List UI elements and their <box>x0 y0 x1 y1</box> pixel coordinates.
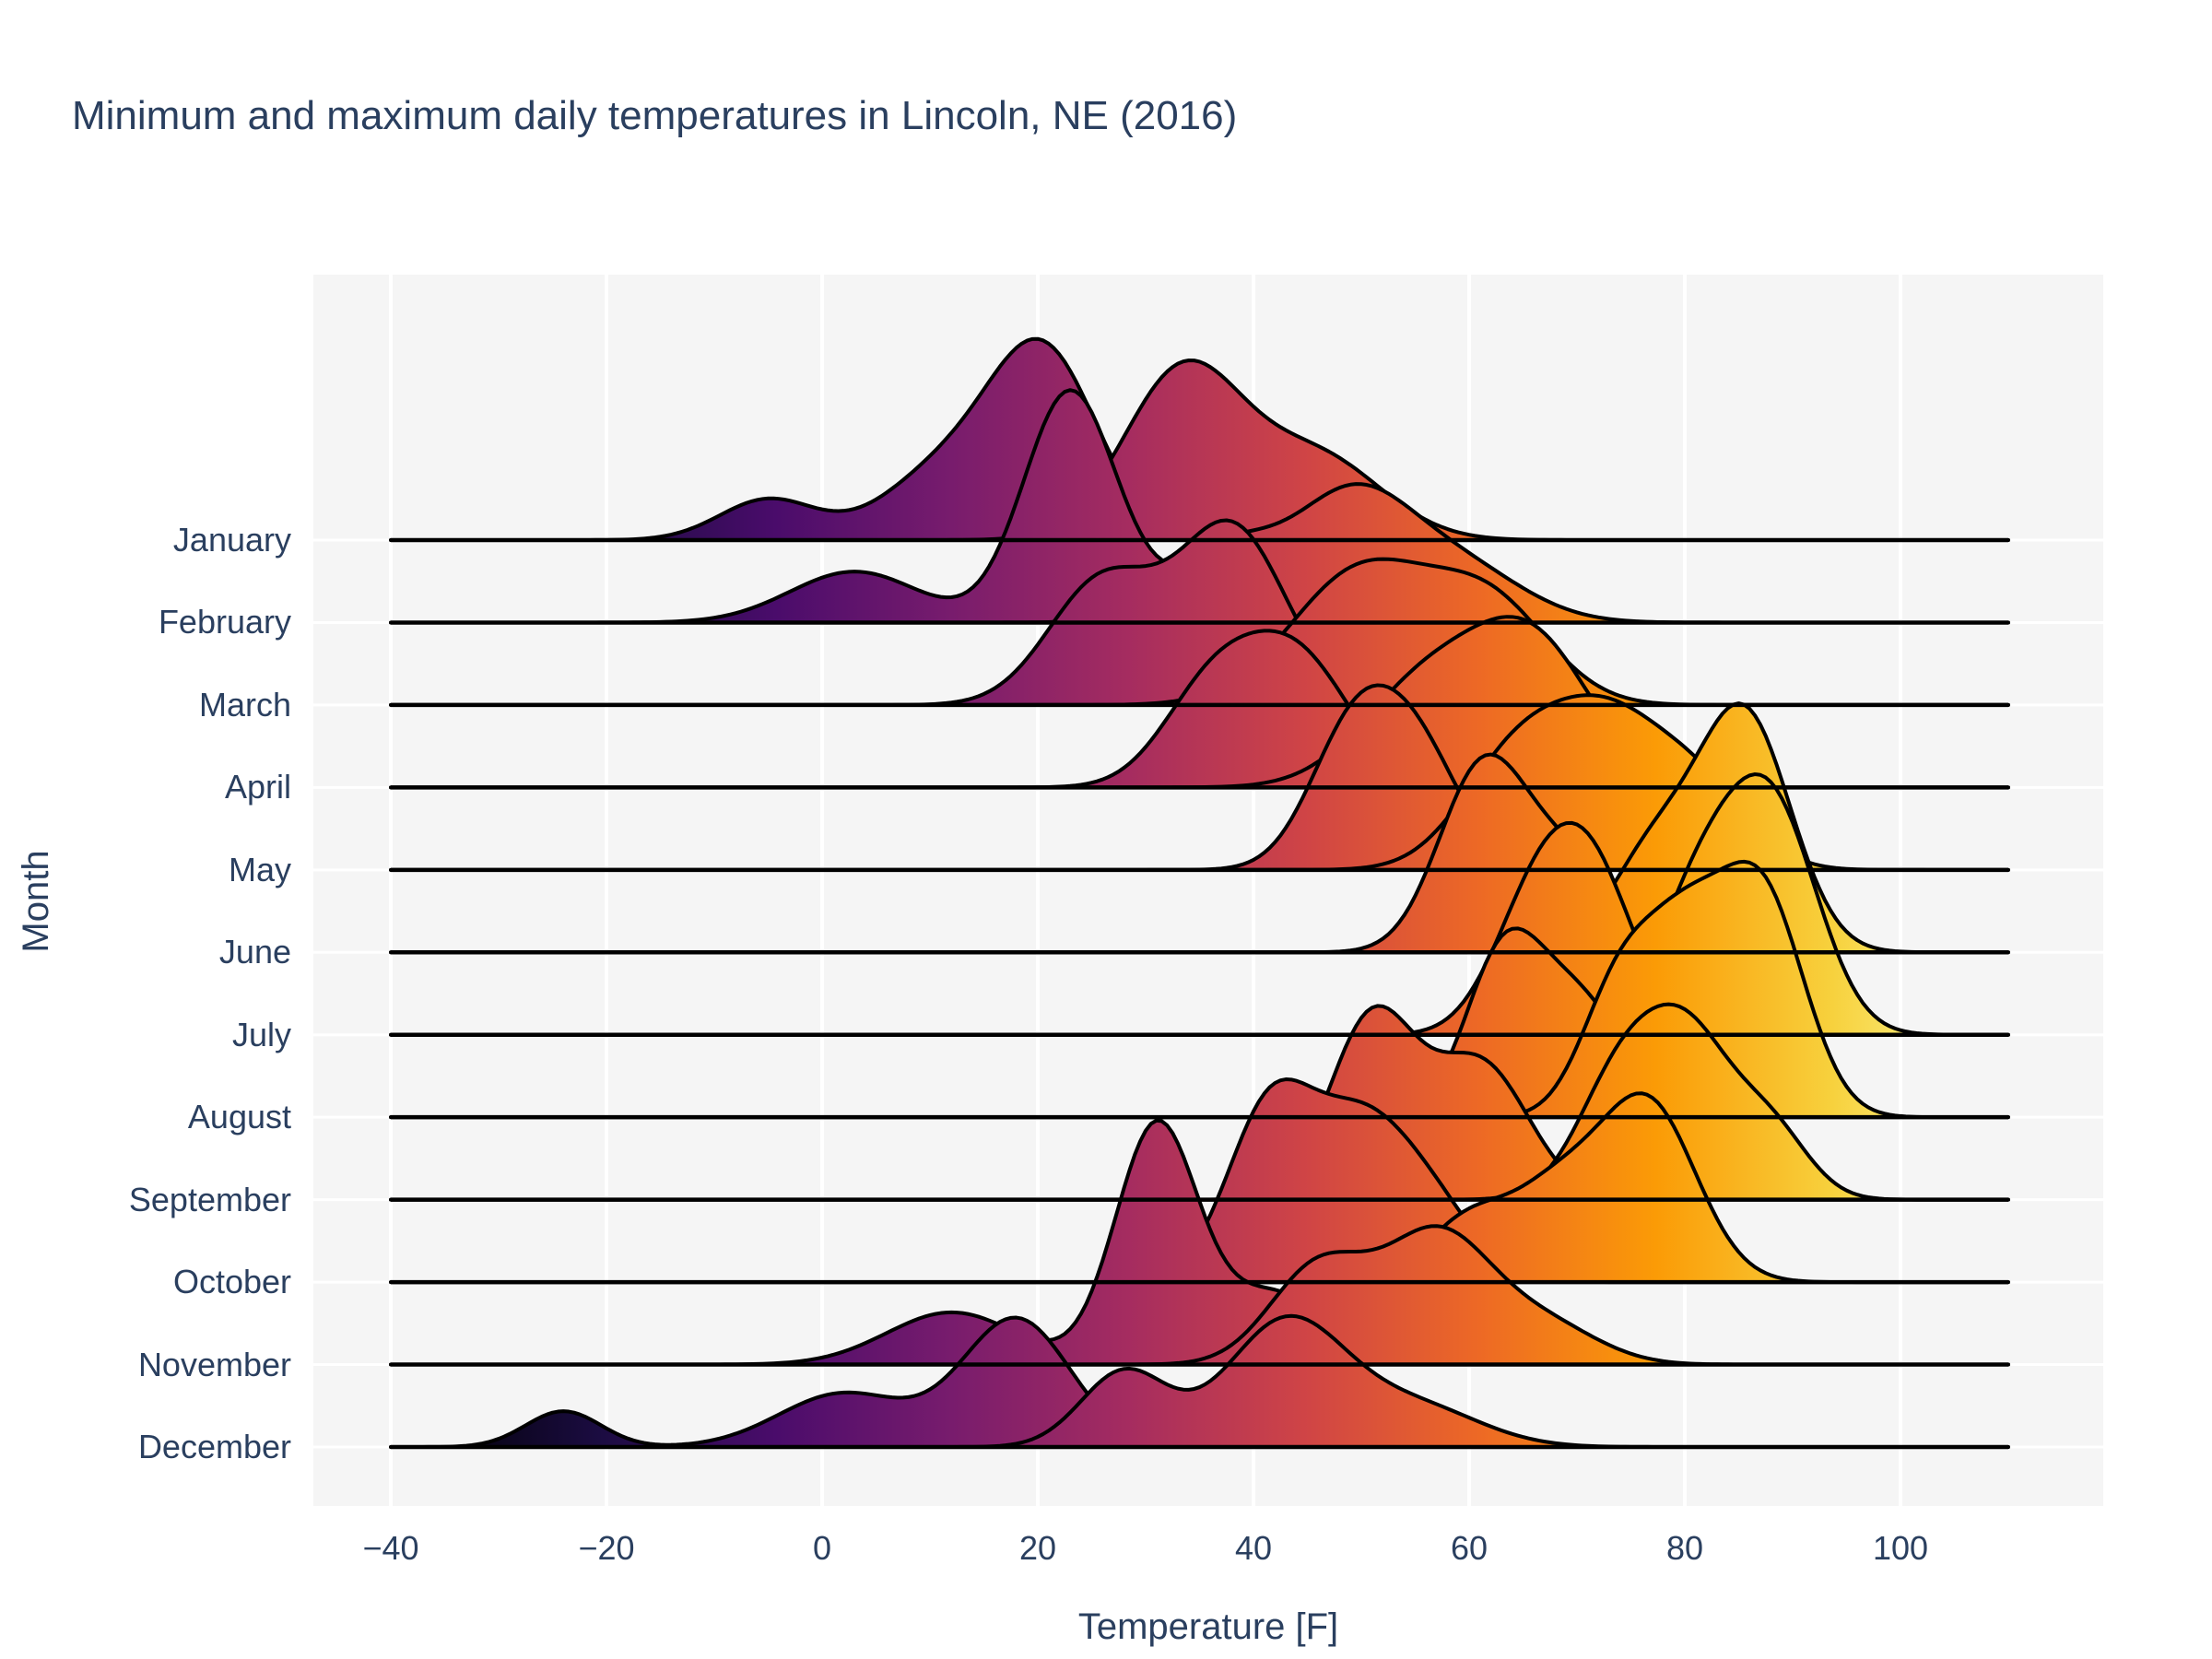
y-tick-november: November <box>138 1346 291 1383</box>
ridge-fill-january-max[interactable] <box>391 359 2008 540</box>
y-tick-labels: January February March April May June Ju… <box>129 521 291 1465</box>
y-tick-april: April <box>225 768 291 806</box>
y-tick-july: July <box>232 1016 291 1053</box>
x-tick-80: 80 <box>1666 1529 1703 1567</box>
ridge-fill-december-min[interactable] <box>391 1317 2008 1447</box>
x-tick-neg40: −40 <box>362 1529 418 1567</box>
ridge-fill-october-max[interactable] <box>391 1093 2008 1283</box>
y-tick-december: December <box>138 1428 291 1465</box>
x-tick-40: 40 <box>1235 1529 1272 1567</box>
ridge-fill-november-min[interactable] <box>391 1120 2008 1365</box>
ridge-fill-june-max[interactable] <box>391 703 2008 953</box>
x-tick-0: 0 <box>813 1529 831 1567</box>
ridge-fill-april-min[interactable] <box>391 630 2008 788</box>
ridge-fill-may-max[interactable] <box>391 695 2008 870</box>
x-tick-labels: −40 −20 0 20 40 60 80 100 <box>362 1529 1928 1567</box>
y-axis-title: Month <box>16 850 56 952</box>
y-tick-january: January <box>173 521 291 559</box>
ridge-fill-august-max[interactable] <box>391 861 2008 1118</box>
ridge-fill-december-max[interactable] <box>391 1315 2008 1447</box>
x-tick-20: 20 <box>1019 1529 1056 1567</box>
ridge-fill-march-min[interactable] <box>391 520 2008 705</box>
y-tick-june: June <box>219 933 291 971</box>
y-tick-october: October <box>173 1263 291 1300</box>
y-tick-may: May <box>229 851 291 888</box>
x-tick-60: 60 <box>1451 1529 1488 1567</box>
y-tick-march: March <box>199 686 291 724</box>
y-tick-september: September <box>129 1181 291 1218</box>
y-tick-february: February <box>159 603 291 641</box>
month-baselines <box>391 537 2008 1450</box>
chart-title: Minimum and maximum daily temperatures i… <box>72 93 1237 138</box>
x-tick-100: 100 <box>1873 1529 1928 1567</box>
x-axis-title: Temperature [F] <box>1078 1606 1338 1647</box>
x-tick-neg20: −20 <box>578 1529 634 1567</box>
y-tick-august: August <box>188 1098 291 1135</box>
